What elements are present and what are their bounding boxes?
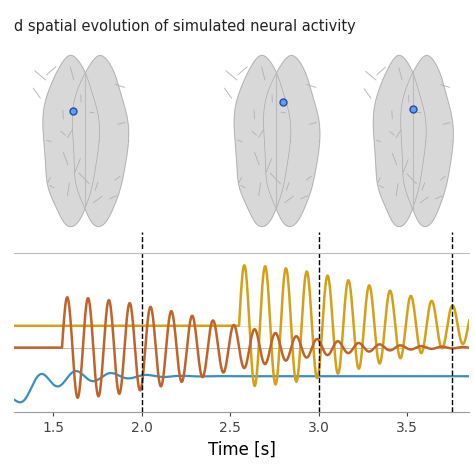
Polygon shape	[43, 55, 100, 227]
X-axis label: Time [s]: Time [s]	[208, 441, 276, 459]
Polygon shape	[234, 55, 291, 227]
Polygon shape	[401, 55, 453, 227]
Polygon shape	[374, 55, 426, 227]
Polygon shape	[264, 55, 320, 227]
Polygon shape	[73, 55, 128, 227]
Text: d spatial evolution of simulated neural activity: d spatial evolution of simulated neural …	[14, 19, 356, 34]
